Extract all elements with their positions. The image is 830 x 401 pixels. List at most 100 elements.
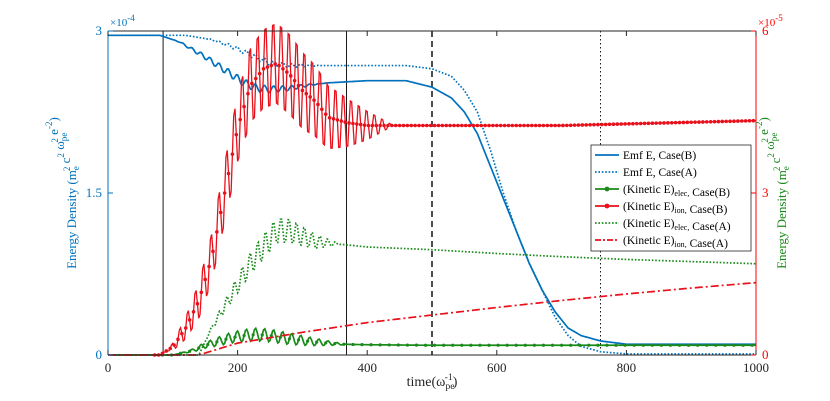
data-point <box>638 121 643 126</box>
data-point <box>603 122 608 127</box>
data-point <box>224 337 228 341</box>
data-point <box>405 343 409 347</box>
data-point <box>440 123 445 128</box>
data-point <box>304 91 309 96</box>
data-point <box>285 70 289 74</box>
data-point <box>442 343 446 347</box>
data-point <box>432 123 437 128</box>
data-point <box>358 122 363 127</box>
data-point <box>514 123 519 128</box>
data-point <box>615 122 620 126</box>
data-point <box>432 343 437 347</box>
data-point <box>187 318 192 322</box>
data-point <box>561 123 565 128</box>
data-point <box>342 342 346 346</box>
data-point <box>537 123 542 128</box>
x-tick-label: 0 <box>105 360 112 375</box>
data-point <box>320 107 324 112</box>
data-point <box>425 123 429 128</box>
series-line <box>108 326 756 356</box>
data-point <box>218 210 223 215</box>
data-point <box>467 123 472 128</box>
data-point <box>572 123 577 127</box>
data-point <box>242 333 246 338</box>
data-point <box>568 123 573 128</box>
data-point <box>545 123 550 128</box>
data-point <box>257 71 262 76</box>
data-point <box>397 123 402 128</box>
data-point <box>550 343 555 347</box>
data-point <box>553 123 557 128</box>
legend-label: (Kinetic E)ion, Case(A) <box>623 235 728 250</box>
data-point <box>456 123 460 128</box>
data-point <box>580 123 585 127</box>
data-point <box>460 343 464 347</box>
data-point <box>736 119 740 123</box>
data-point <box>478 343 482 347</box>
data-point <box>689 120 693 125</box>
data-point <box>564 123 569 128</box>
data-point <box>724 119 728 124</box>
data-point <box>390 123 394 128</box>
data-point <box>253 76 258 81</box>
data-point <box>260 333 264 337</box>
data-point <box>532 343 536 347</box>
data-point <box>327 115 332 120</box>
data-point <box>526 123 530 128</box>
data-point <box>305 339 310 343</box>
data-point <box>483 123 487 128</box>
data-point <box>168 346 173 351</box>
data-point <box>292 78 297 83</box>
data-point <box>743 119 748 123</box>
data-point <box>518 123 522 128</box>
data-point <box>463 123 468 128</box>
data-point <box>211 249 215 254</box>
data-point <box>642 121 647 126</box>
data-point <box>475 123 480 128</box>
data-point <box>677 343 682 347</box>
data-point <box>495 123 499 128</box>
data-point <box>312 98 316 102</box>
data-point <box>487 343 491 347</box>
data-point <box>369 343 373 347</box>
data-point <box>584 123 589 127</box>
data-point <box>288 74 293 78</box>
legend-label: (Kinetic E)elec, Case(A) <box>623 218 731 233</box>
data-point <box>339 119 344 123</box>
data-point <box>315 340 319 344</box>
left-axis-multiplier: ×10-4 <box>110 13 135 29</box>
data-point <box>732 343 736 347</box>
data-point <box>614 343 618 347</box>
data-point <box>351 342 355 347</box>
x-axis-label: time(ωpe-1) <box>407 372 458 392</box>
data-point <box>728 119 732 124</box>
data-point <box>409 123 414 128</box>
data-point <box>215 340 219 344</box>
data-point <box>541 123 546 128</box>
data-point <box>164 349 169 353</box>
data-point <box>627 122 631 126</box>
data-point <box>469 343 473 347</box>
data-point <box>428 123 433 128</box>
data-point <box>658 121 662 125</box>
data-point <box>393 123 398 128</box>
data-point <box>479 123 484 128</box>
data-point <box>510 123 515 128</box>
data-point <box>611 122 616 127</box>
data-point <box>506 123 511 128</box>
data-point <box>659 343 663 347</box>
data-point <box>360 343 364 347</box>
legend: Emf E, Case(B) Emf E, Case(A) (Kinetic E)e… <box>590 144 752 252</box>
data-point <box>685 120 690 125</box>
data-point <box>681 120 686 125</box>
data-point <box>666 121 670 125</box>
data-point <box>471 123 476 128</box>
data-point <box>654 121 659 125</box>
legend-label: (Kinetic E)elec, Case(B) <box>623 184 730 199</box>
data-point <box>265 65 270 69</box>
data-point <box>251 333 255 337</box>
data-point <box>505 343 509 347</box>
legend-item: (Kinetic E)ion, Case(A) <box>595 235 728 250</box>
data-point <box>413 123 417 128</box>
